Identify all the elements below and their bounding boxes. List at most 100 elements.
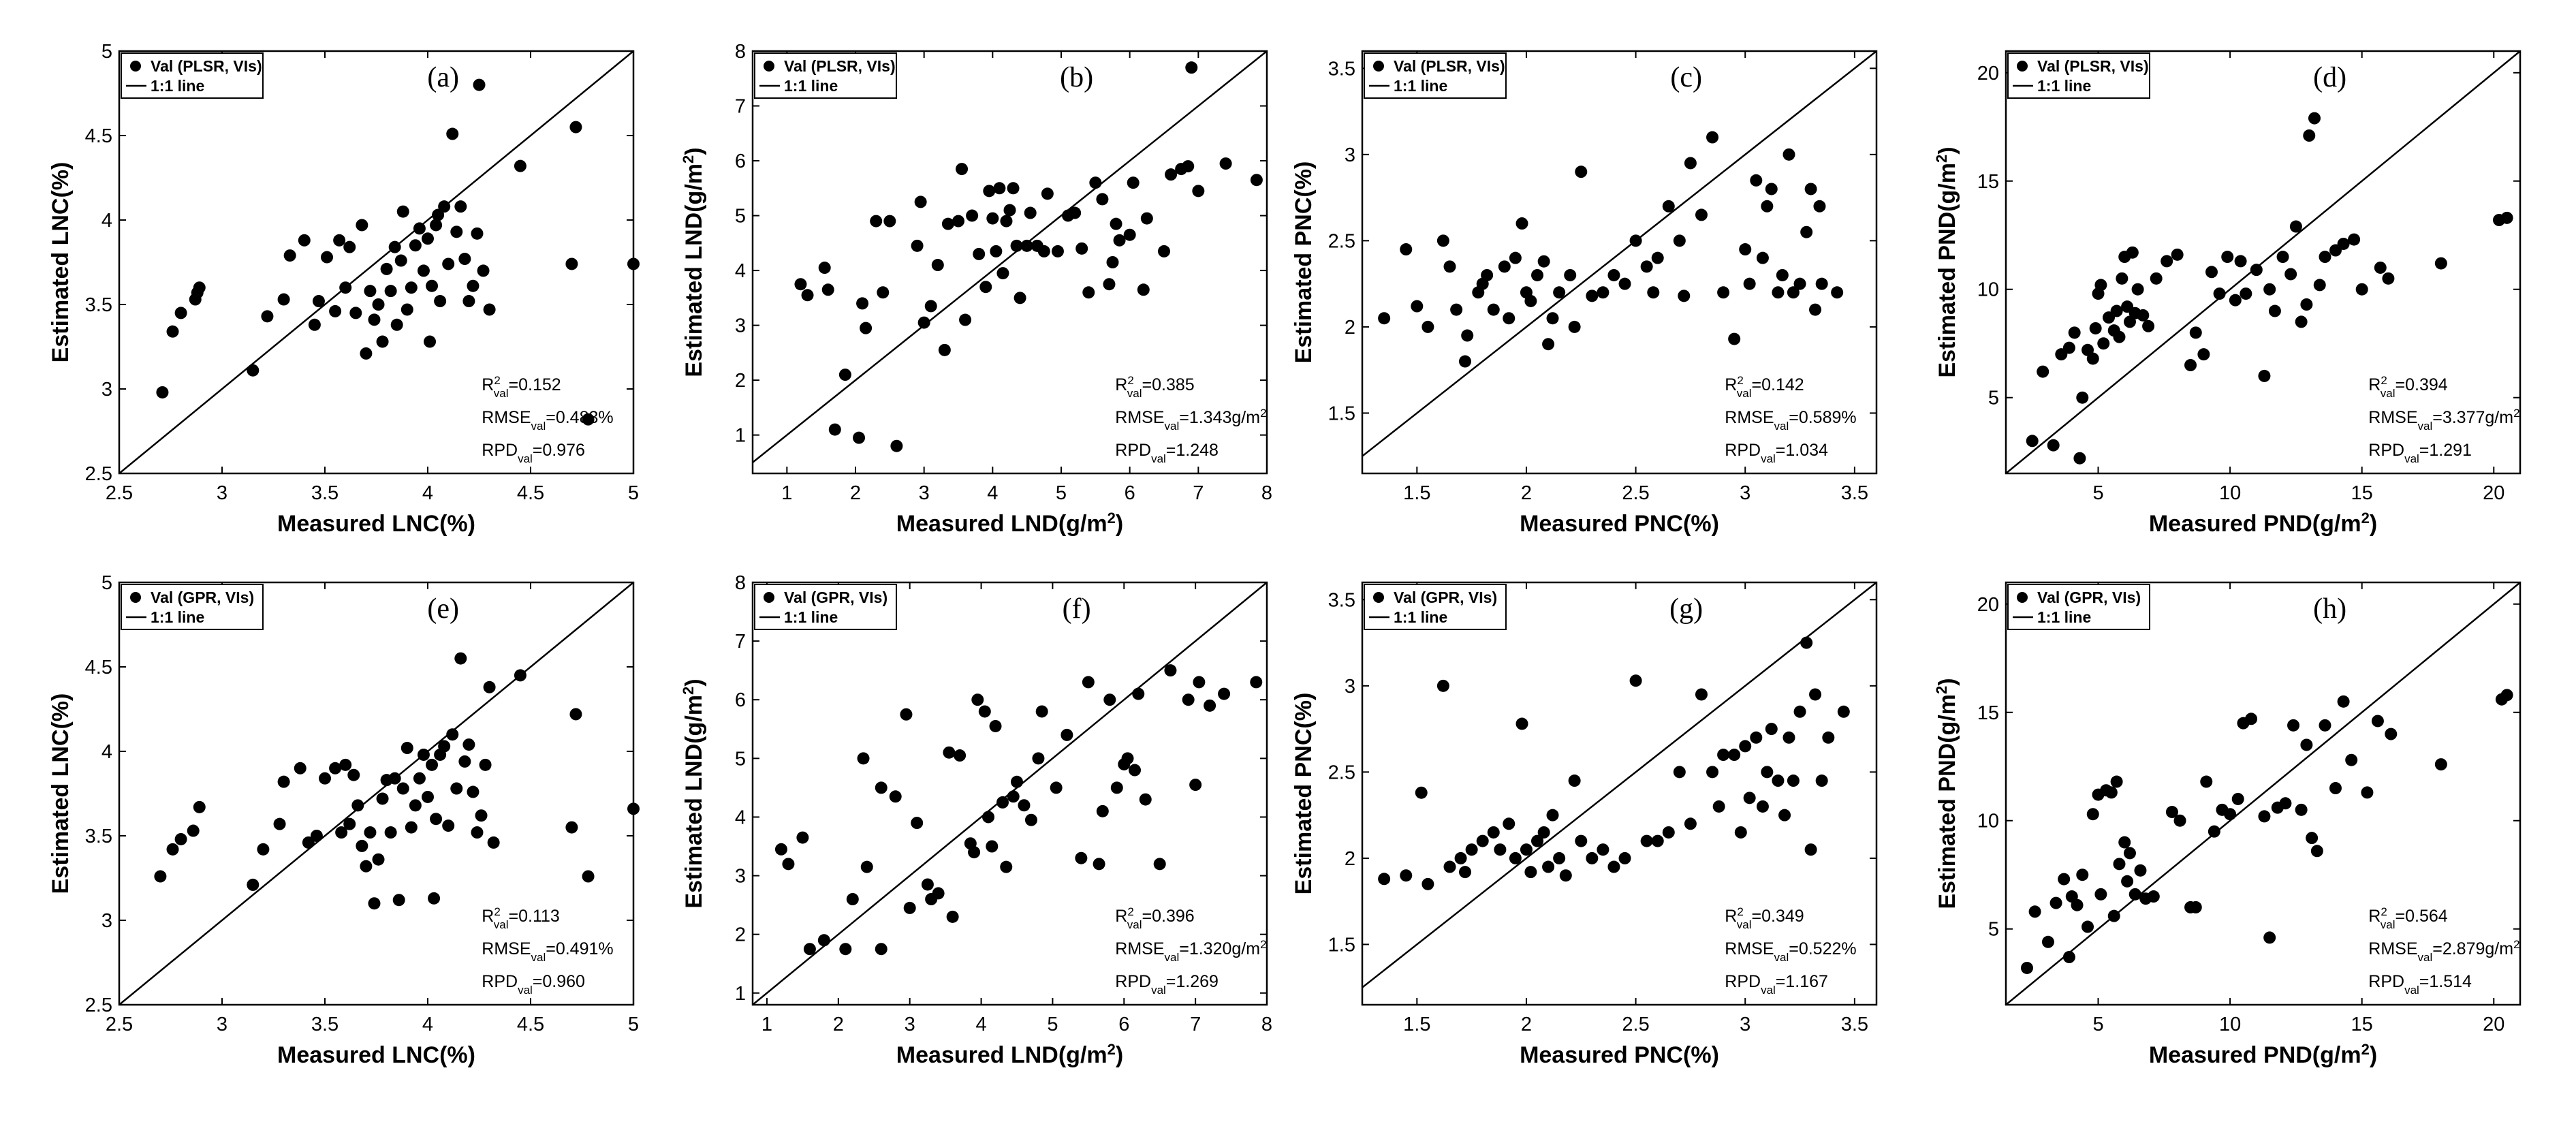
x-tick-label: 15 (2351, 482, 2373, 504)
data-point (2213, 287, 2226, 300)
data-point (2123, 847, 2136, 860)
data-point (364, 826, 377, 839)
one-to-one-line (2006, 51, 2520, 473)
data-point (471, 826, 484, 839)
data-point (450, 225, 463, 238)
data-point (1093, 858, 1105, 871)
x-tick-label: 1.5 (1403, 1014, 1430, 1035)
y-tick-label: 3 (735, 866, 746, 888)
data-point (166, 843, 179, 856)
data-point (1564, 268, 1577, 281)
data-point (1546, 312, 1559, 325)
data-point (2073, 452, 2086, 465)
y-axis-label: Estimated PNC(%) (1291, 693, 1317, 895)
data-point (1607, 860, 1620, 873)
data-point (1717, 286, 1730, 299)
data-point (1189, 779, 1202, 792)
stat-rpd: RPDval=1.269 (1115, 972, 1219, 997)
data-point (1164, 664, 1177, 677)
x-tick-label: 1 (761, 1014, 772, 1035)
legend: Val (GPR, VIs) 1:1 line (754, 584, 897, 630)
data-point (1487, 303, 1500, 316)
data-point (952, 215, 964, 228)
data-point (434, 295, 447, 308)
data-point (2371, 715, 2384, 728)
data-point (856, 297, 869, 310)
data-point (2110, 775, 2123, 788)
data-point (2200, 775, 2213, 788)
x-tick-label: 3 (217, 1014, 227, 1035)
data-point (2049, 896, 2062, 909)
data-point (174, 307, 187, 319)
panel-label: (b) (1060, 62, 1093, 93)
y-tick-label: 5 (101, 572, 112, 594)
data-point (2041, 935, 2054, 948)
legend-entry: Val (GPR, VIs) (1394, 589, 1497, 606)
data-point (2113, 858, 2126, 871)
data-point (193, 800, 206, 813)
data-point (1651, 251, 1664, 264)
data-point (1219, 157, 1232, 170)
data-point (1498, 260, 1511, 273)
data-point (1728, 332, 1741, 345)
data-point (454, 200, 467, 213)
y-tick-label: 7 (735, 631, 746, 653)
data-point (2068, 326, 2081, 339)
data-point (565, 821, 578, 834)
data-point (2221, 251, 2234, 264)
data-point (390, 318, 403, 331)
data-point (2295, 803, 2308, 816)
data-point (400, 303, 413, 316)
x-tick-label: 3.5 (311, 1014, 339, 1035)
x-tick-label: 4 (987, 482, 998, 504)
x-axis-label: Measured LNC(%) (277, 1042, 475, 1068)
data-point (247, 878, 260, 891)
data-point (2147, 890, 2160, 903)
x-tick-label: 1 (781, 482, 792, 504)
data-point (921, 878, 934, 891)
data-point (959, 313, 972, 326)
data-point (1553, 851, 1566, 864)
data-point (2131, 283, 2144, 296)
y-tick-label: 2 (1345, 317, 1355, 339)
axes-box (751, 50, 1268, 475)
x-tick-label: 3 (905, 1014, 915, 1035)
data-point (2245, 713, 2258, 725)
data-point (569, 708, 582, 721)
panel-g: 1.5 2 2.5 3 3.5 1.5 2 2.5 3 3.5 Measured PNC(%) Est… (1291, 581, 1878, 1068)
data-point (1461, 329, 1474, 342)
data-point (1020, 239, 1033, 252)
data-point (413, 222, 426, 235)
data-point (917, 316, 930, 329)
data-point (1618, 277, 1631, 290)
data-point (2303, 129, 2316, 142)
data-point (156, 386, 169, 398)
stat-rpd: RPDval=0.976 (482, 441, 585, 465)
data-point (966, 209, 979, 222)
data-point (1459, 866, 1471, 879)
data-point (1165, 168, 1178, 181)
data-point (273, 817, 286, 830)
data-point (1041, 187, 1054, 200)
data-point (368, 313, 381, 326)
data-point (477, 264, 490, 277)
data-point (1787, 286, 1800, 299)
x-axis-label: Measured PNC(%) (1520, 1042, 1719, 1068)
data-point (2250, 264, 2263, 277)
y-tick-label: 20 (1977, 63, 1999, 84)
y-axis-label: Estimated LND(g/m2) (680, 678, 708, 908)
data-point (283, 249, 296, 262)
y-tick-label: 2 (1345, 848, 1355, 870)
y-tick-label: 5 (1988, 388, 1999, 409)
data-point (1003, 204, 1016, 217)
data-point (1476, 834, 1489, 847)
data-point (924, 300, 937, 313)
data-point (1813, 200, 1826, 213)
y-tick-label: 3 (1345, 676, 1355, 698)
data-point (187, 824, 200, 837)
data-point (1776, 268, 1789, 281)
x-axis-label: Measured LND(g/m2) (896, 510, 1123, 537)
y-tick-label: 2 (735, 924, 746, 946)
y-tick-label: 10 (1977, 811, 1999, 832)
